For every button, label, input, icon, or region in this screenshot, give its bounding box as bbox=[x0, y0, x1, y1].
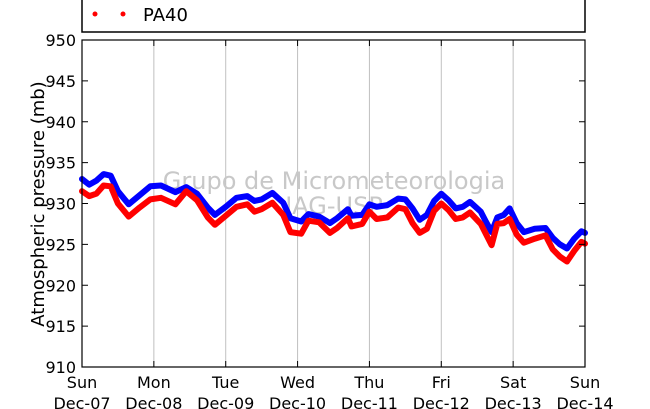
y-tick-label: 940 bbox=[45, 113, 76, 132]
y-axis-label: Atmospheric pressure (mb) bbox=[28, 81, 49, 326]
x-tick-label-date: Dec-08 bbox=[125, 394, 182, 409]
x-tick-label-date: Dec-12 bbox=[413, 394, 470, 409]
legend-dot bbox=[92, 11, 98, 17]
x-tick-label-day: Mon bbox=[137, 373, 171, 392]
x-tick-label-day: Tue bbox=[211, 373, 239, 392]
series-layer bbox=[79, 171, 588, 265]
y-axis: 910 915 920 925 930 935 940 945 950 bbox=[45, 31, 585, 377]
legend-dot bbox=[120, 11, 126, 17]
x-tick-label-date: Dec-10 bbox=[269, 394, 326, 409]
legend-box bbox=[81, 0, 586, 33]
plot-area bbox=[82, 40, 585, 367]
x-tick-label-day: Thu bbox=[353, 373, 384, 392]
x-axis: Sun Dec-07 Mon Dec-08 Tue Dec-09 Wed Dec-10 Thu D… bbox=[53, 40, 614, 409]
x-tick-label-date: Dec-11 bbox=[341, 394, 398, 409]
y-tick-label: 915 bbox=[45, 317, 76, 336]
x-tick-label-date: Dec-14 bbox=[556, 394, 613, 409]
y-tick-label: 950 bbox=[45, 31, 76, 50]
y-tick-label: 935 bbox=[45, 154, 76, 173]
x-tick-label-date: Dec-07 bbox=[53, 394, 110, 409]
y-tick-label: 925 bbox=[45, 235, 76, 254]
y-tick-label: 930 bbox=[45, 195, 76, 214]
x-tick-label-day: Wed bbox=[280, 373, 315, 392]
x-tick-label-date: Dec-13 bbox=[485, 394, 542, 409]
series-line-1 bbox=[79, 182, 588, 265]
y-tick-label: 945 bbox=[45, 72, 76, 91]
series-line-0 bbox=[79, 171, 588, 252]
y-tick-label: 920 bbox=[45, 276, 76, 295]
x-tick-label-date: Dec-09 bbox=[197, 394, 254, 409]
legend-marker-pa40 bbox=[92, 11, 126, 17]
x-tick-label-day: Sun bbox=[67, 373, 97, 392]
x-tick-label-day: Sat bbox=[500, 373, 526, 392]
legend-label-pa40: PA40 bbox=[143, 5, 188, 26]
watermark-line-1: Grupo de Micrometeorologia bbox=[163, 167, 505, 195]
x-tick-label-day: Fri bbox=[432, 373, 451, 392]
x-tick-label-day: Sun bbox=[570, 373, 600, 392]
y-tick-label: 910 bbox=[45, 358, 76, 377]
